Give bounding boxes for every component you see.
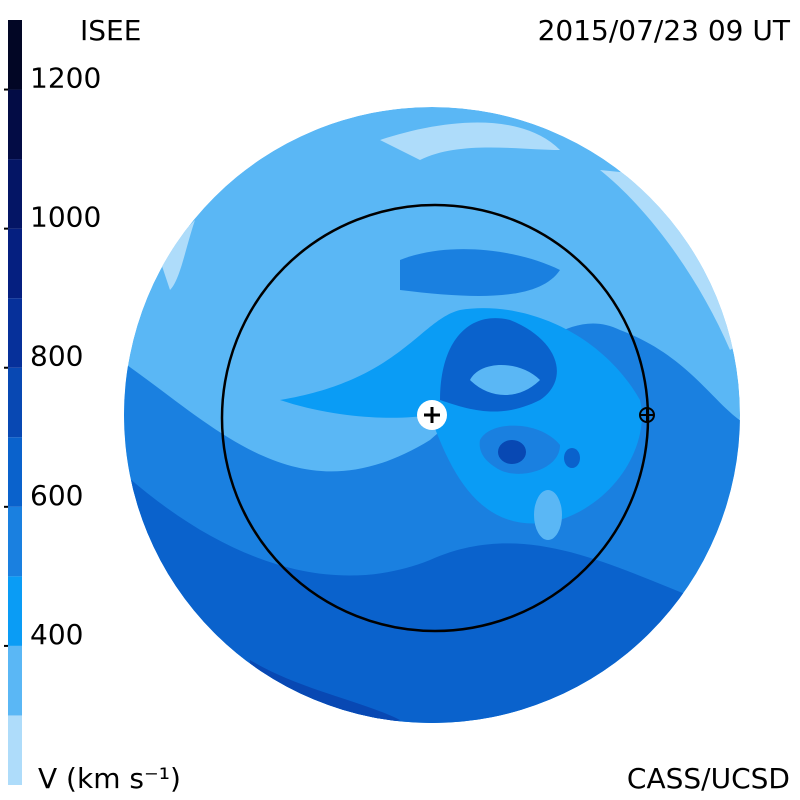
colorbar-band xyxy=(8,20,22,90)
colorbar: 400 600 800 1000 1200 xyxy=(4,20,101,785)
colorbar-band xyxy=(8,89,22,160)
colorbar-band xyxy=(8,367,22,438)
earth-marker xyxy=(639,407,655,423)
colorbar-tick-label: 800 xyxy=(30,340,83,373)
title: ISEE xyxy=(80,14,141,47)
colorbar-band xyxy=(8,437,22,507)
colorbar-label: V (km s⁻¹) xyxy=(38,762,181,795)
sun-marker xyxy=(417,400,447,430)
colorbar-band xyxy=(8,159,22,229)
credit: CASS/UCSD xyxy=(627,762,790,795)
colorbar-tick-label: 400 xyxy=(30,618,83,651)
colorbar-band xyxy=(8,645,22,716)
colorbar-band xyxy=(8,506,22,577)
colorbar-tick-label: 600 xyxy=(30,479,83,512)
timestamp: 2015/07/23 09 UT xyxy=(538,14,791,47)
colorbar-band xyxy=(8,298,22,368)
colorbar-band xyxy=(8,715,22,785)
colorbar-tick-label: 1200 xyxy=(30,62,101,95)
colorbar-band xyxy=(8,576,22,646)
colorbar-tick-label: 1000 xyxy=(30,201,101,234)
colorbar-band xyxy=(8,228,22,299)
